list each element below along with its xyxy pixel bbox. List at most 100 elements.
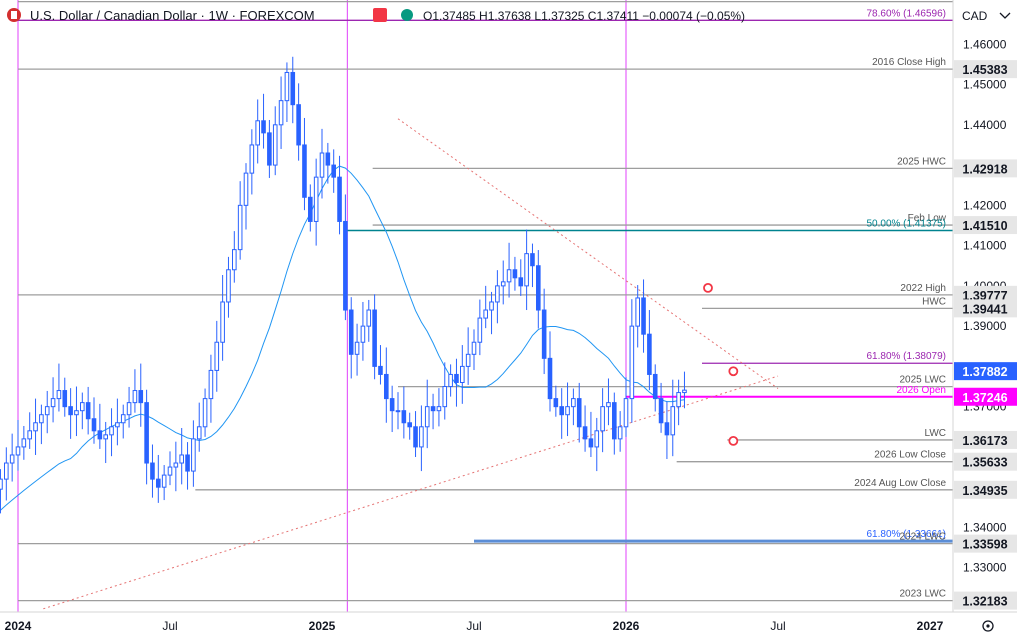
candle-body bbox=[109, 426, 114, 436]
candle-body bbox=[623, 398, 629, 428]
level-label: 2023 LWC bbox=[899, 589, 946, 600]
candle-body bbox=[600, 406, 605, 432]
candle-body bbox=[647, 333, 652, 375]
candle-body bbox=[150, 462, 155, 480]
level-label: Feb Low bbox=[908, 213, 947, 224]
candle-body bbox=[547, 357, 553, 400]
markers bbox=[703, 282, 739, 446]
candle-body bbox=[144, 402, 149, 464]
candle-body bbox=[442, 386, 448, 408]
price-box-label: 1.42918 bbox=[962, 162, 1007, 176]
candle-body bbox=[214, 341, 220, 371]
candle-body bbox=[191, 438, 196, 472]
candle-body bbox=[401, 410, 407, 424]
candle-body bbox=[62, 390, 68, 408]
price-box bbox=[954, 452, 1017, 471]
price-box bbox=[954, 299, 1017, 318]
level-label: 50.00% (1.41375) bbox=[866, 219, 946, 230]
candle-body bbox=[378, 365, 383, 375]
y-tick-label: 1.46000 bbox=[963, 37, 1007, 51]
chevron-down-icon[interactable] bbox=[999, 12, 1011, 19]
x-tick-label: 2027 bbox=[917, 619, 944, 633]
price-box-label: 1.33598 bbox=[962, 538, 1007, 552]
candle-body bbox=[553, 398, 559, 408]
candle-body bbox=[4, 462, 9, 480]
chart-header: U.S. Dollar / Canadian Dollar · 1W · FOR… bbox=[7, 8, 1011, 23]
candle-body bbox=[413, 426, 418, 448]
candle-body bbox=[635, 297, 640, 327]
candle-body bbox=[237, 204, 243, 251]
price-box bbox=[954, 159, 1017, 178]
y-tick-label: 1.42000 bbox=[963, 198, 1007, 212]
candle-body bbox=[232, 249, 237, 271]
candle-body bbox=[617, 426, 623, 440]
candle-body bbox=[50, 398, 56, 408]
candle-body bbox=[161, 474, 167, 488]
candle-body bbox=[576, 398, 582, 428]
candle-body bbox=[460, 365, 465, 384]
candle-body bbox=[9, 454, 15, 464]
candle-body bbox=[571, 398, 576, 408]
price-box bbox=[954, 534, 1017, 553]
gear-icon[interactable] bbox=[982, 620, 994, 632]
trendlines bbox=[43, 118, 779, 610]
level-label: 2024 Aug Low Close bbox=[854, 478, 946, 489]
candle-body bbox=[348, 309, 354, 355]
candle-body bbox=[343, 220, 348, 311]
candle-body bbox=[524, 253, 529, 287]
candle-body bbox=[448, 373, 453, 388]
candle-body bbox=[664, 422, 670, 436]
level-label: 2025 LWC bbox=[899, 375, 946, 386]
candle-body bbox=[424, 406, 430, 428]
color-swatch-icon[interactable] bbox=[373, 8, 387, 22]
y-tick-label: 1.44000 bbox=[963, 118, 1007, 132]
candle-body bbox=[536, 265, 541, 311]
x-tick-label: Jul bbox=[770, 619, 785, 633]
candle-body bbox=[565, 406, 570, 416]
candle-body bbox=[360, 325, 366, 343]
candle-body bbox=[220, 301, 225, 343]
candle-body bbox=[85, 402, 91, 420]
candle-body bbox=[185, 454, 190, 472]
level-label: 61.80% (1.33661) bbox=[866, 529, 946, 540]
candle-body bbox=[308, 196, 313, 222]
candle-body bbox=[91, 418, 97, 432]
candle-body bbox=[500, 281, 506, 287]
candle-body bbox=[68, 406, 73, 416]
candle-body bbox=[173, 462, 179, 468]
candle-body bbox=[582, 426, 588, 440]
candle-body bbox=[0, 478, 3, 490]
candle-body bbox=[641, 297, 646, 335]
candle-body bbox=[419, 426, 424, 448]
candle-body bbox=[676, 392, 681, 408]
candle-body bbox=[56, 390, 62, 400]
candle-body bbox=[115, 422, 120, 428]
price-box bbox=[954, 216, 1017, 235]
pivot-marker bbox=[703, 282, 713, 293]
candle-body bbox=[120, 414, 126, 424]
candle-body bbox=[606, 402, 611, 408]
candle-body bbox=[302, 144, 307, 198]
candle-body bbox=[325, 152, 331, 166]
level-label: LWC bbox=[925, 428, 946, 439]
candle-body bbox=[612, 402, 617, 440]
x-tick-label: Jul bbox=[162, 619, 177, 633]
horizontal-levels bbox=[18, 0, 953, 602]
candle-body bbox=[366, 309, 372, 327]
candle-body bbox=[249, 144, 255, 174]
candle-body bbox=[407, 422, 412, 428]
trendline bbox=[43, 375, 779, 610]
symbol-title[interactable]: U.S. Dollar / Canadian Dollar · 1W · FOR… bbox=[30, 8, 315, 23]
y-tick-label: 1.33000 bbox=[963, 561, 1007, 575]
candle-body bbox=[208, 369, 214, 400]
candle-body bbox=[97, 430, 103, 440]
candle-body bbox=[132, 390, 138, 404]
price-box bbox=[954, 387, 1017, 406]
price-box-label: 1.45383 bbox=[962, 63, 1007, 77]
price-box bbox=[954, 285, 1017, 304]
candle-body bbox=[594, 430, 600, 448]
x-tick-label: Jul bbox=[466, 619, 481, 633]
currency-label[interactable]: CAD bbox=[962, 9, 988, 23]
candle-body bbox=[103, 434, 108, 440]
